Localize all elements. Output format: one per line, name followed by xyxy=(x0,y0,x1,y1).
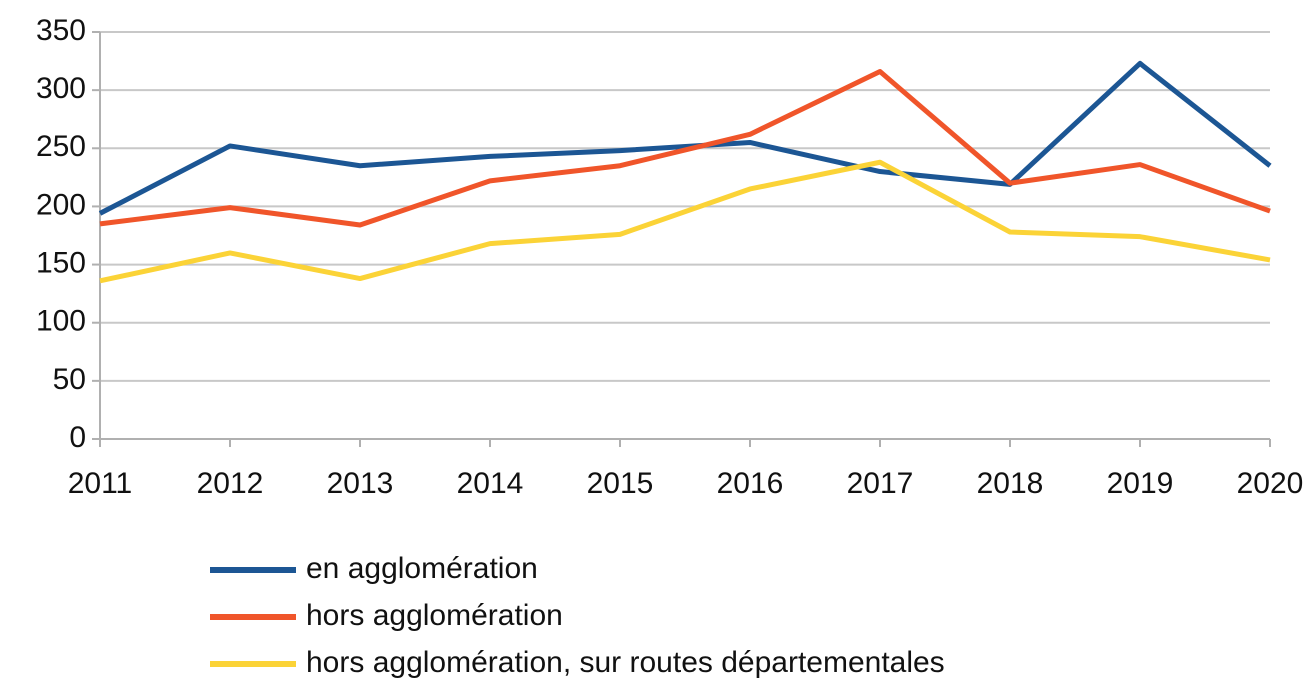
x-tick-label: 2015 xyxy=(587,467,654,500)
y-tick-label: 0 xyxy=(69,421,86,454)
y-tick-label: 300 xyxy=(36,72,86,105)
x-tick-label: 2016 xyxy=(717,467,784,500)
x-tick-label: 2013 xyxy=(327,467,394,500)
legend-label: hors agglomération, sur routes départeme… xyxy=(306,646,945,679)
y-tick-label: 200 xyxy=(36,188,86,221)
y-tick-label: 50 xyxy=(53,363,86,396)
x-tick-label: 2017 xyxy=(847,467,914,500)
series-line xyxy=(99,69,1271,228)
legend-label: en agglomération xyxy=(306,552,538,585)
y-tick-label: 250 xyxy=(36,130,86,163)
x-tick-label: 2012 xyxy=(197,467,264,500)
x-tick-label: 2014 xyxy=(457,467,524,500)
y-tick-label: 350 xyxy=(36,14,86,47)
x-tick-label: 2011 xyxy=(68,467,133,500)
series-line xyxy=(99,159,1271,284)
legend-label: hors agglomération xyxy=(306,599,563,632)
x-tick-label: 2020 xyxy=(1237,467,1304,500)
y-tick-label: 100 xyxy=(36,305,86,338)
x-tick-label: 2019 xyxy=(1107,467,1174,500)
y-tick-label: 150 xyxy=(36,246,86,279)
series-line xyxy=(98,60,1272,216)
x-tick-label: 2018 xyxy=(977,467,1044,500)
